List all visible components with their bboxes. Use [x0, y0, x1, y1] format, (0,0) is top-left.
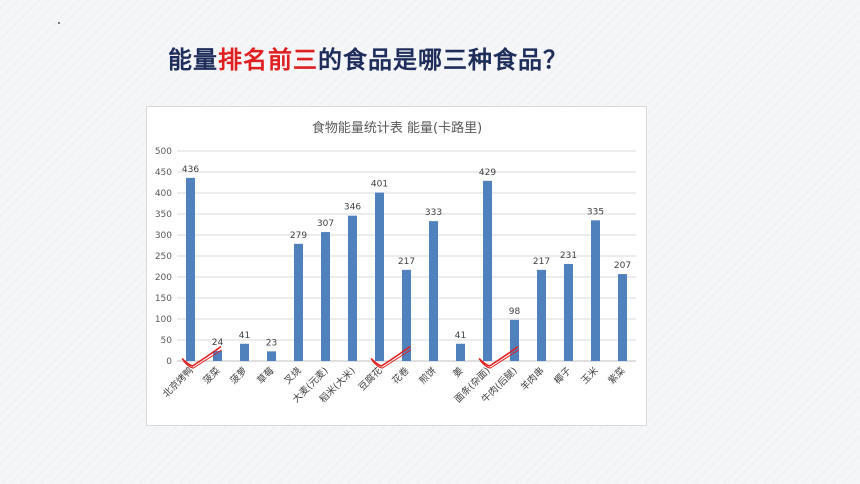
question-pre: 能量: [168, 46, 218, 74]
chart-title: 食物能量统计表 能量(卡路里): [312, 120, 482, 136]
bar: [510, 319, 519, 361]
x-tick-label: 菠菜: [201, 364, 223, 386]
bar: [564, 263, 573, 361]
bar-chart: 食物能量统计表 能量(卡路里) 0 50 100 150 200 250 300 350 400…: [155, 120, 636, 405]
bar: [294, 243, 303, 361]
check-mark-icon: [181, 346, 222, 367]
bar: [591, 220, 600, 361]
bar: [618, 274, 627, 361]
data-label: 41: [239, 331, 250, 341]
data-label: 307: [317, 219, 334, 229]
bar: [483, 180, 492, 361]
x-tick-label: 姜: [450, 364, 466, 380]
bar: [186, 177, 195, 361]
bar: [348, 215, 357, 361]
chart-bars: [186, 177, 627, 361]
x-tick-label: 草莓: [255, 364, 277, 386]
data-label: 207: [614, 261, 631, 271]
data-label: 429: [479, 168, 496, 178]
bar: [321, 232, 330, 361]
data-label: 436: [182, 165, 199, 175]
x-tick-label: 紫菜: [606, 364, 628, 386]
check-mark-icon: [370, 346, 411, 367]
check-mark-icon: [183, 349, 222, 369]
question-post: 的食品是哪三种食品？: [318, 46, 568, 74]
dot-mark: [58, 22, 60, 24]
y-tick-label: 400: [155, 189, 172, 199]
slide-question: 能量排名前三的食品是哪三种食品？: [168, 40, 568, 75]
x-tick-label: 羊肉串: [518, 365, 547, 394]
data-label: 41: [455, 331, 466, 341]
data-label: 24: [212, 338, 224, 348]
y-tick-label: 200: [155, 273, 172, 283]
x-tick-label: 豆腐花: [356, 364, 385, 393]
data-label: 23: [266, 338, 277, 348]
x-tick-label: 椰子: [552, 364, 574, 386]
bar: [402, 269, 411, 361]
data-labels: 436 24 41 23 279 307 346 401 217 333 41 429 98 217 231…: [182, 165, 631, 348]
data-label: 217: [398, 257, 415, 267]
data-label: 333: [425, 208, 442, 218]
x-tick-label: 菠萝: [228, 365, 250, 387]
y-tick-label: 500: [155, 147, 172, 157]
x-tick-label: 叉烧: [282, 364, 304, 386]
data-label: 231: [560, 251, 577, 261]
x-tick-label: 北京烤鸭: [160, 365, 195, 400]
y-tick-label: 450: [155, 168, 172, 178]
y-tick-label: 50: [161, 336, 173, 346]
data-label: 401: [371, 180, 388, 190]
x-tick-label: 煎饼: [417, 364, 439, 386]
chart-container: 食物能量统计表 能量(卡路里) 0 50 100 150 200 250 300 350 400…: [146, 106, 647, 426]
y-tick-label: 150: [155, 294, 172, 304]
data-label: 346: [344, 203, 361, 213]
y-tick-label: 300: [155, 231, 172, 241]
y-axis: 0 50 100 150 200 250 300 350 400 450 500: [155, 147, 172, 367]
check-mark-icon: [480, 349, 519, 369]
y-tick-label: 0: [166, 357, 172, 367]
y-tick-label: 250: [155, 252, 172, 262]
data-label: 279: [290, 231, 307, 241]
x-tick-label: 花卷: [390, 364, 412, 386]
question-highlight: 排名前三: [218, 46, 318, 74]
check-marks: [181, 346, 519, 369]
check-mark-icon: [478, 346, 519, 367]
y-tick-label: 100: [155, 315, 172, 325]
bar: [267, 351, 276, 361]
bar: [240, 343, 249, 361]
bar: [537, 269, 546, 361]
x-tick-label: 玉米: [579, 364, 601, 386]
data-label: 98: [509, 307, 521, 317]
bar: [213, 350, 222, 361]
check-mark-icon: [372, 349, 411, 369]
bar: [375, 192, 384, 361]
data-label: 335: [587, 207, 604, 217]
bar: [429, 221, 438, 361]
y-tick-label: 350: [155, 210, 172, 220]
data-label: 217: [533, 257, 550, 267]
bar: [456, 343, 465, 361]
